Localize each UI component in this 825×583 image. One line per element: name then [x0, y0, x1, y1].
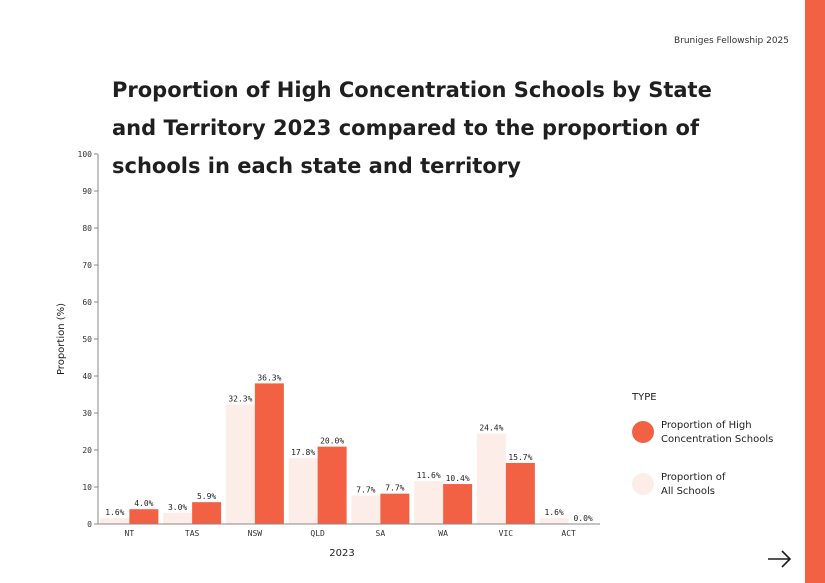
legend-label-all-schools: Proportion of All Schools: [661, 471, 801, 499]
x-tick-label: NSW: [248, 529, 263, 538]
value-label: 0.0%: [573, 514, 592, 523]
legend-label-high-concentration: Proportion of High Concentration Schools: [661, 419, 801, 447]
x-tick-label: ACT: [561, 529, 576, 538]
legend-title: TYPE: [632, 392, 657, 403]
value-label: 24.4%: [479, 424, 503, 433]
bar-high-concentration-wa: [443, 484, 473, 524]
bar-all-schools-nt: [100, 518, 130, 524]
y-tick-label: 70: [82, 261, 92, 270]
legend-label-line1: Proportion of: [661, 472, 726, 483]
header-text: Bruniges Fellowship 2025: [673, 36, 789, 46]
arrow-right-icon[interactable]: [764, 543, 796, 575]
bars-group: [100, 383, 569, 524]
y-tick-label: 60: [82, 298, 92, 307]
value-label: 7.7%: [385, 484, 404, 493]
y-axis: 0 10 20 30 40 50 60 70 80 90 100: [78, 150, 99, 529]
value-label: 36.3%: [257, 373, 281, 382]
chart-title: Proportion of High Concentration Schools…: [112, 78, 712, 178]
value-label: 15.7%: [508, 453, 532, 462]
value-label: 10.4%: [446, 474, 470, 483]
bar-all-schools-tas: [163, 512, 193, 524]
legend-swatch-all-schools: [632, 473, 654, 495]
value-label: 1.6%: [544, 508, 563, 517]
x-tick-label: VIC: [499, 529, 514, 538]
value-label: 17.8%: [291, 448, 315, 457]
bar-high-concentration-qld: [317, 446, 347, 524]
legend-swatch-high-concentration: [632, 421, 654, 443]
value-label: 3.0%: [168, 503, 187, 512]
y-axis-title: Proportion (%): [56, 303, 67, 375]
x-axis: NT TAS NSW QLD SA WA VIC ACT: [98, 523, 600, 538]
x-tick-label: WA: [438, 529, 448, 538]
y-tick-label: 100: [78, 150, 93, 159]
bar-all-schools-qld: [288, 458, 318, 524]
value-label: 32.3%: [228, 394, 252, 403]
value-label: 20.0%: [320, 437, 344, 446]
value-label: 7.7%: [356, 486, 375, 495]
value-label: 11.6%: [417, 471, 441, 480]
accent-side-bar: [805, 0, 825, 583]
bar-high-concentration-sa: [380, 493, 410, 524]
x-axis-title: 2023: [329, 548, 354, 559]
bar-high-concentration-nsw: [254, 383, 284, 524]
bar-all-schools-wa: [414, 481, 444, 524]
value-label: 1.6%: [105, 508, 124, 517]
y-tick-label: 90: [82, 187, 92, 196]
bar-high-concentration-vic: [505, 462, 535, 524]
y-tick-label: 0: [87, 520, 92, 529]
x-tick-label: SA: [376, 529, 386, 538]
value-label: 5.9%: [197, 492, 216, 501]
bar-all-schools-nsw: [225, 404, 255, 524]
legend-label-line1: Proportion of High: [661, 420, 752, 431]
value-labels-group: 1.6% 4.0% 3.0% 5.9% 32.3% 36.3% 17.8% 20.0% 7.7%…: [105, 373, 593, 523]
bar-all-schools-vic: [476, 433, 506, 524]
y-tick-label: 20: [82, 446, 92, 455]
y-tick-label: 30: [82, 409, 92, 418]
y-tick-label: 50: [82, 335, 92, 344]
legend-label-line2: All Schools: [661, 486, 715, 497]
bar-high-concentration-tas: [192, 502, 222, 524]
legend-item-high-concentration: Proportion of High Concentration Schools: [632, 419, 773, 463]
y-tick-label: 40: [82, 372, 92, 381]
x-tick-label: NT: [125, 529, 135, 538]
x-tick-label: TAS: [185, 529, 200, 538]
y-tick-label: 80: [82, 224, 92, 233]
y-tick-label: 10: [82, 483, 92, 492]
legend: TYPE Proportion of High Concentration Sc…: [632, 392, 773, 523]
x-tick-label: QLD: [310, 529, 325, 538]
bar-all-schools-act: [539, 518, 569, 524]
legend-label-line2: Concentration Schools: [661, 434, 774, 445]
legend-item-all-schools: Proportion of All Schools: [632, 471, 725, 515]
bar-all-schools-sa: [351, 495, 381, 524]
bar-high-concentration-nt: [129, 509, 159, 524]
value-label: 4.0%: [134, 499, 153, 508]
